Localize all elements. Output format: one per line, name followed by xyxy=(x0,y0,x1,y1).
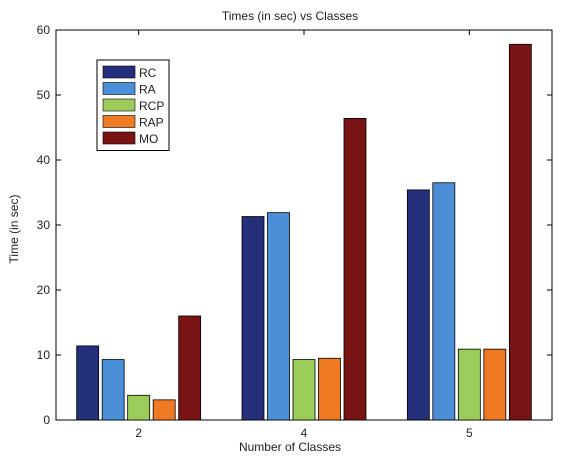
legend-label: RAP xyxy=(139,116,164,130)
legend: RC RA RCP RAP MO xyxy=(96,59,170,151)
y-tick-label: 60 xyxy=(37,23,51,37)
y-tick-label: 10 xyxy=(37,348,51,362)
x-axis-label: Number of Classes xyxy=(239,440,341,454)
bar-mo-5 xyxy=(508,43,532,421)
bar-mo-4 xyxy=(343,118,367,421)
bar-ra-4 xyxy=(267,212,290,421)
x-tick-label: 4 xyxy=(301,426,308,440)
bar-rcp-4 xyxy=(292,359,316,421)
legend-label: MO xyxy=(139,132,158,146)
legend-label: RCP xyxy=(139,99,164,113)
bar-mo-2 xyxy=(178,315,202,421)
x-tick-label: 5 xyxy=(466,426,473,440)
bar-rap-4 xyxy=(318,357,341,421)
bar-ra-2 xyxy=(101,359,125,421)
bar-rc-2 xyxy=(76,345,100,421)
chart-title: Times (in sec) vs Classes xyxy=(222,9,358,23)
y-tick-label: 30 xyxy=(37,218,51,232)
bar-rc-5 xyxy=(406,189,430,421)
legend-swatch xyxy=(102,115,136,128)
legend-label: RC xyxy=(139,66,157,80)
bar-rcp-2 xyxy=(127,394,151,421)
bar-rcp-5 xyxy=(457,348,481,421)
plot-area: 0 10 20 30 40 50 60 2 4 5 xyxy=(37,23,553,440)
bar-rap-2 xyxy=(152,399,176,421)
y-tick-label: 0 xyxy=(43,413,50,427)
bar-rc-4 xyxy=(241,216,265,421)
y-tick-label: 40 xyxy=(37,153,51,167)
legend-swatch xyxy=(102,65,136,79)
x-tick-label: 2 xyxy=(135,426,142,440)
legend-swatch xyxy=(102,131,136,145)
legend-swatch xyxy=(102,98,136,112)
legend-label: RA xyxy=(139,83,156,97)
bar-ra-5 xyxy=(432,182,456,421)
legend-swatch xyxy=(102,82,136,95)
bar-rap-5 xyxy=(483,348,507,421)
y-axis-label: Time (in sec) xyxy=(7,195,21,264)
y-tick-label: 50 xyxy=(37,88,51,102)
y-tick-label: 20 xyxy=(37,283,51,297)
